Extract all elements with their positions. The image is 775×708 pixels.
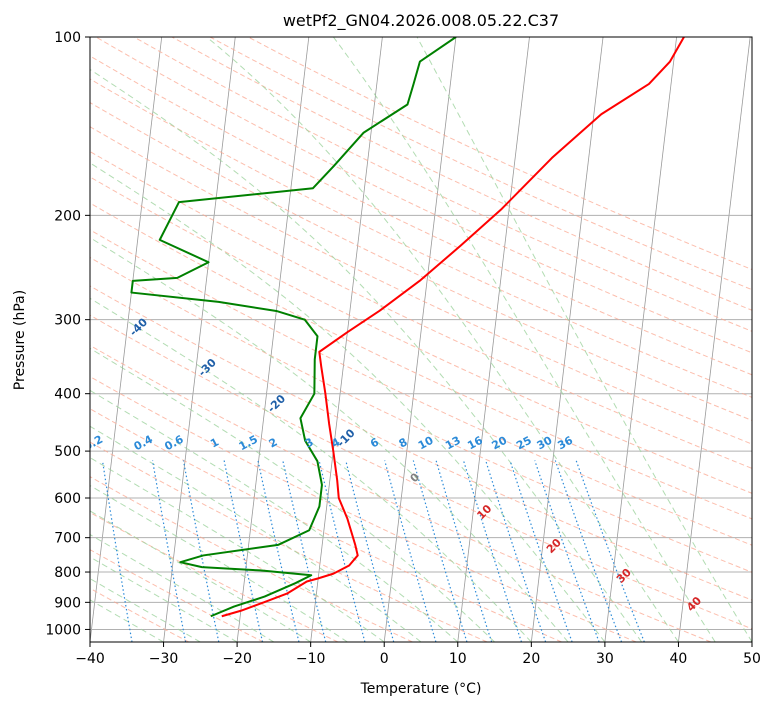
isotherm-line (90, 37, 163, 642)
mixing-ratio-line (384, 460, 437, 642)
moist-adiabat-line (90, 425, 422, 642)
temperature-profile-line (221, 37, 685, 618)
x-tick-label: −40 (75, 651, 105, 667)
y-axis-label: Pressure (hPa) (12, 290, 28, 390)
dry-adiabat-line (90, 476, 413, 642)
y-tick-label: 600 (54, 491, 81, 507)
x-tick-label: 50 (743, 651, 761, 667)
y-tick-label: 400 (54, 387, 81, 403)
x-tick-label: 0 (380, 651, 389, 667)
mixing-ratio-label: 10 (416, 434, 436, 453)
moist-adiabat-line (90, 297, 532, 642)
moist-adiabat-line (206, 37, 679, 642)
mixing-ratio-line (345, 460, 395, 642)
mixing-ratio-line (223, 460, 264, 642)
y-tick-label: 300 (54, 313, 81, 329)
moist-adiabat-line (90, 68, 643, 642)
dry-adiabat-line (90, 176, 752, 494)
plot-area (90, 37, 752, 642)
moist-adiabat-line (90, 484, 348, 642)
moist-adiabat-line (90, 389, 459, 642)
x-tick-label: −20 (222, 651, 252, 667)
y-tick-label: 500 (54, 444, 81, 460)
mixing-ratio-label: 20 (490, 434, 510, 453)
y-tick-label: 700 (54, 531, 81, 547)
isotherm-line (604, 37, 678, 642)
moist-adiabat-line (416, 37, 752, 642)
dry-adiabat-line (90, 78, 752, 398)
dry-adiabat-line (90, 229, 752, 546)
mixing-ratio-label: 36 (555, 434, 575, 453)
mixing-ratio-label: 30 (535, 434, 555, 453)
dry-adiabat-line (90, 441, 488, 642)
isotherm-line (383, 37, 457, 642)
dewpoint-profile-line (130, 37, 457, 618)
mixing-ratio-line (151, 460, 187, 642)
x-tick-label: −30 (149, 651, 179, 667)
mixing-ratio-line (282, 460, 327, 642)
mixing-ratio-line (101, 460, 133, 642)
isotherm-line (236, 37, 310, 642)
x-tick-label: 40 (670, 651, 688, 667)
mixing-ratio-line (485, 460, 547, 642)
y-tick-label: 900 (54, 595, 81, 611)
moist-adiabat-line (90, 599, 164, 642)
isotherm-line (163, 37, 236, 642)
dry-adiabat-line (90, 376, 637, 642)
dry-adiabat-line (90, 126, 752, 445)
mixing-ratio-label: 16 (465, 434, 485, 453)
x-tick-label: 20 (522, 651, 540, 667)
dry-adiabat-line (90, 285, 752, 601)
y-tick-label: 200 (54, 208, 81, 224)
mixing-ratio-line (182, 460, 220, 642)
dry-adiabat-line (90, 511, 339, 642)
dry-adiabat-line (90, 344, 711, 642)
x-axis-label: Temperature (°C) (360, 681, 482, 697)
mixing-ratio-line (554, 460, 623, 642)
axes: −40 −30 −20 −10 0 10 20 30 40 50 100 200 300 400 500 60… (45, 30, 761, 667)
x-tick-label: 10 (449, 651, 467, 667)
mixing-ratio-label: 13 (443, 434, 463, 453)
mixing-ratio-line (509, 460, 573, 642)
mixing-ratio-line (575, 460, 645, 642)
mixing-ratio-line (534, 460, 600, 642)
dry-adiabat-line (171, 37, 752, 311)
moist-adiabat-line (90, 237, 569, 642)
x-tick-label: −10 (296, 651, 326, 667)
x-tick-label: 30 (596, 651, 614, 667)
mixing-ratio-line (257, 460, 300, 642)
moist-adiabat-line (332, 37, 716, 642)
y-tick-label: 100 (54, 30, 81, 46)
moist-adiabat-line (90, 162, 606, 642)
dry-adiabat-line (90, 408, 562, 642)
isotherm-line (457, 37, 530, 642)
moist-adiabat-line (90, 347, 495, 642)
moist-adiabat-line (90, 457, 385, 642)
mixing-ratio-line (318, 460, 366, 642)
isotherm-line (530, 37, 604, 642)
isotherm-line (310, 37, 383, 642)
dry-adiabat-line (90, 102, 752, 421)
chart-title: wetPf2_GN04.2026.008.05.22.C37 (283, 11, 559, 31)
plot-frame (89, 36, 753, 643)
dry-adiabat-line (133, 37, 752, 332)
y-tick-label: 1000 (45, 622, 81, 638)
isotherm-line (678, 37, 751, 642)
dry-adiabat-line (95, 37, 752, 354)
mixing-ratio-label: 25 (514, 434, 534, 453)
y-tick-label: 800 (54, 565, 81, 581)
